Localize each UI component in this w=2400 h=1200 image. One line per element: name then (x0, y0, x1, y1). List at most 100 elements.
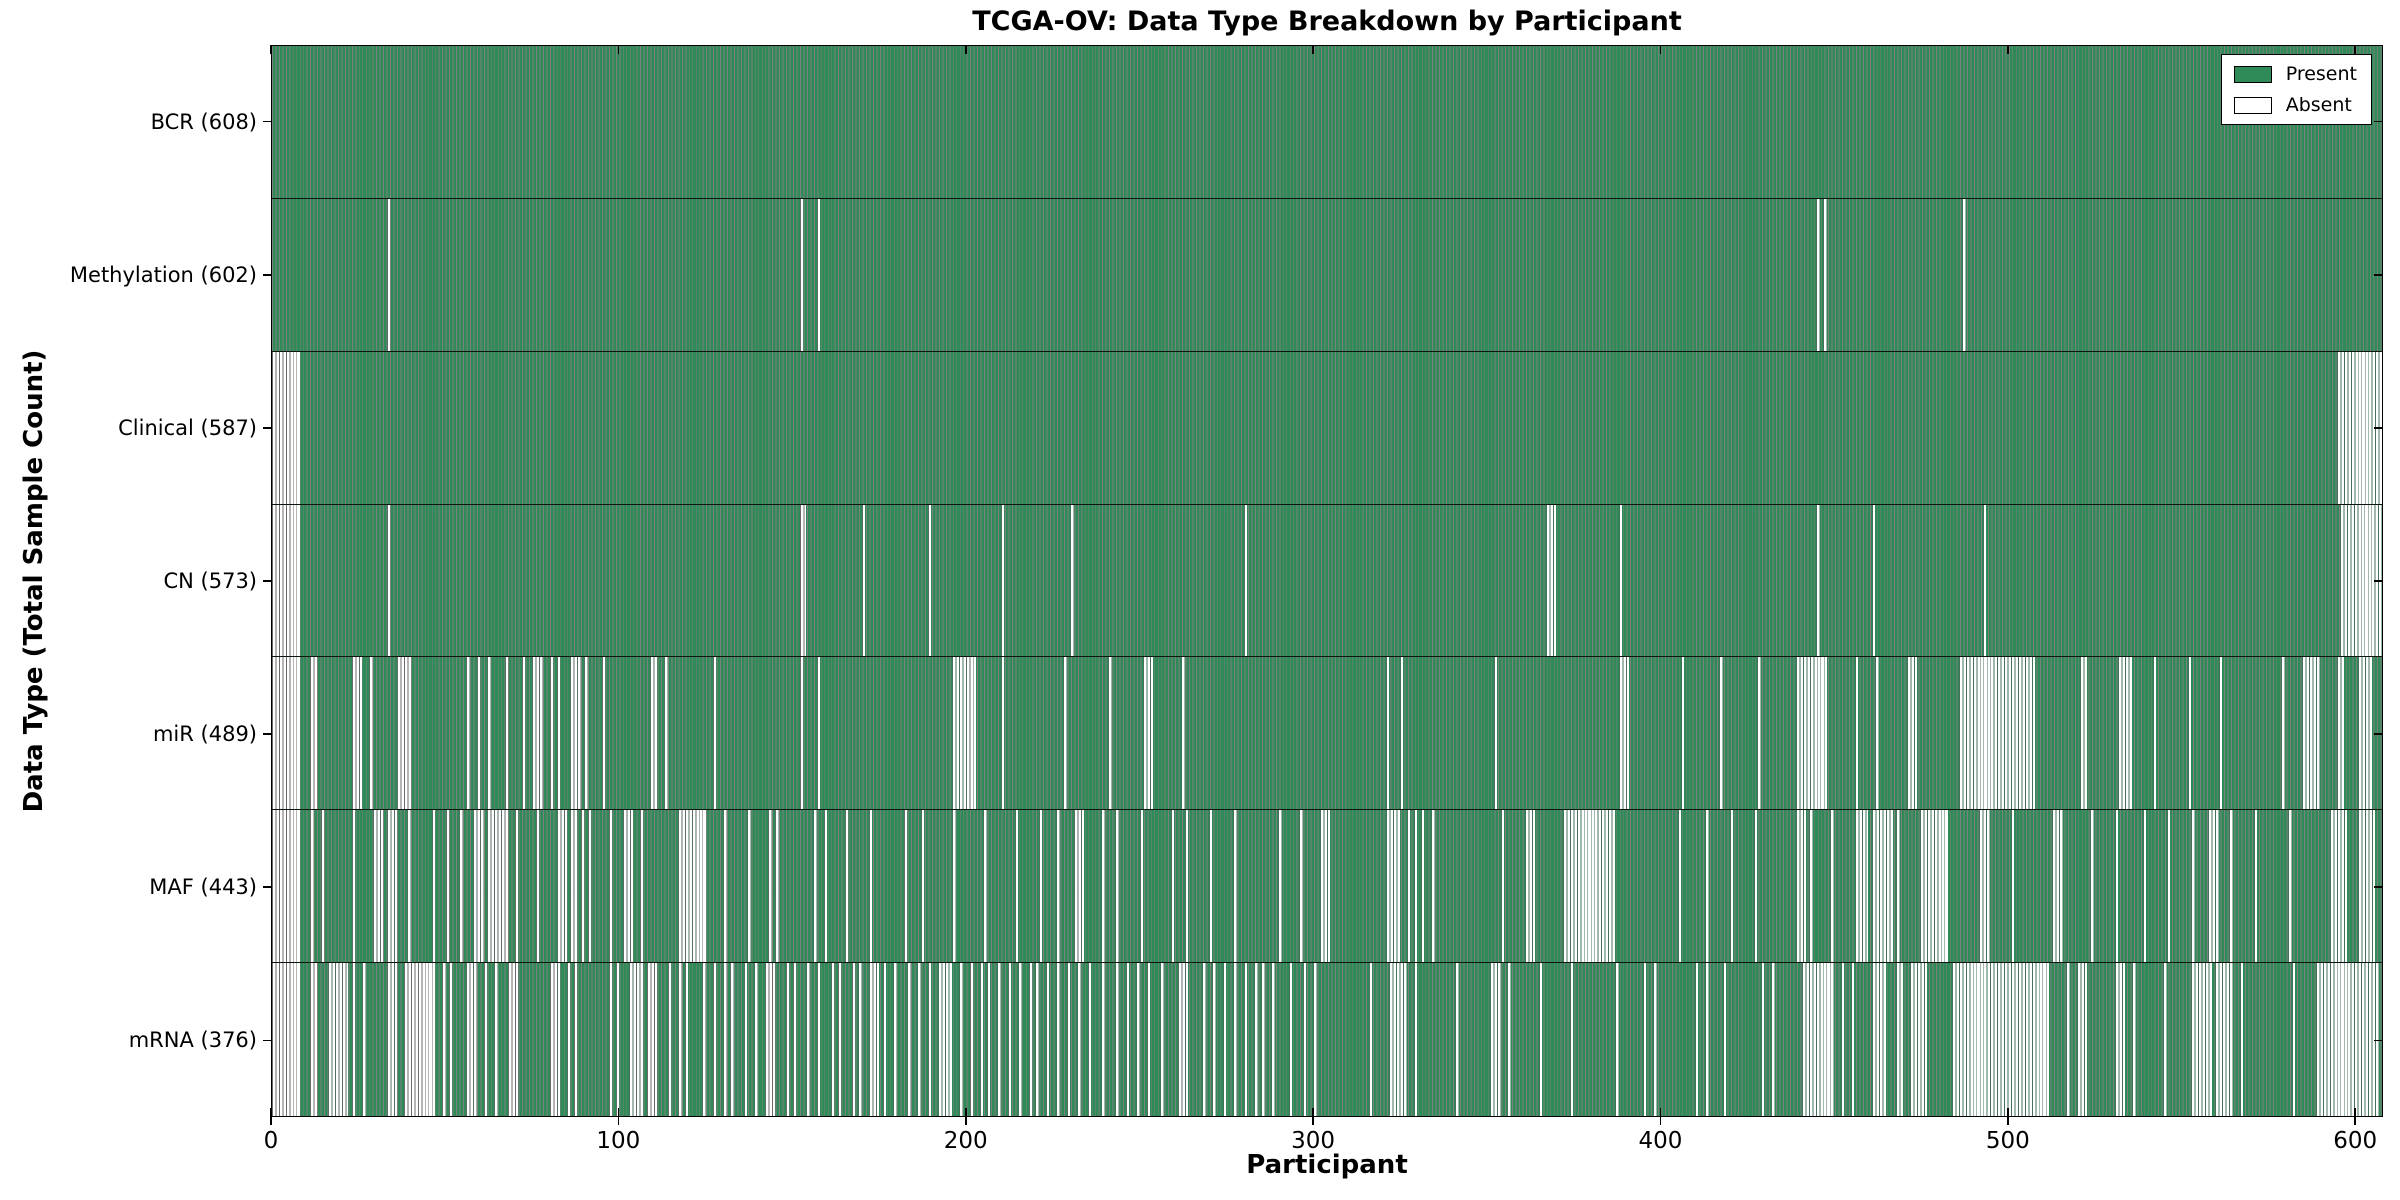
absent-block (785, 963, 790, 1116)
x-tick-label: 200 (943, 1128, 988, 1154)
absent-block (442, 963, 446, 1116)
absent-block (868, 963, 880, 1116)
y-tick-label-Clinical: Clinical (587) (118, 415, 257, 440)
absent-block (983, 810, 987, 963)
absent-block (1729, 810, 1734, 963)
absent-block (1871, 963, 1886, 1116)
absent-block (1982, 504, 1987, 657)
absent-block (2152, 657, 2157, 810)
absent-block (1014, 810, 1019, 963)
absent-block (1951, 963, 2049, 1116)
absent-block (1618, 657, 1629, 810)
absent-block (1299, 810, 1303, 963)
absent-block (1920, 810, 1949, 963)
absent-block (1816, 504, 1820, 657)
absent-block (1771, 963, 1775, 1116)
absent-block (570, 810, 578, 963)
absent-block (1254, 963, 1258, 1116)
absent-block (938, 963, 953, 1116)
absent-block (2215, 963, 2233, 1116)
absent-block (310, 963, 318, 1116)
absent-block (1896, 810, 1900, 963)
absent-block (1070, 504, 1074, 657)
absent-block (1385, 810, 1400, 963)
absent-block (927, 963, 932, 1116)
absent-block (702, 963, 706, 1116)
absent-block (1642, 963, 1647, 1116)
absent-block (1087, 963, 1091, 1116)
absent-block (1233, 810, 1237, 963)
x-tick-label: 500 (1985, 1128, 2030, 1154)
absent-block (386, 963, 397, 1116)
absent-block (678, 810, 706, 963)
absent-block (1278, 810, 1282, 963)
absent-block (1840, 963, 1845, 1116)
absent-block (969, 963, 974, 1116)
absent-block (664, 657, 668, 810)
absent-block (754, 963, 758, 1116)
absent-block (1028, 963, 1032, 1116)
absent-block (556, 657, 561, 810)
absent-block (667, 963, 672, 1116)
absent-block (893, 963, 897, 1116)
row-band-BCR (272, 46, 2382, 199)
absent-block (1413, 810, 1418, 963)
absent-block (466, 657, 470, 810)
absent-block (351, 657, 363, 810)
x-tick-top (2007, 45, 2009, 54)
absent-block (851, 963, 856, 1116)
absent-block (2291, 963, 2296, 1116)
absent-block (1271, 963, 1275, 1116)
x-tick-label: 600 (2333, 1128, 2378, 1154)
absent-block (2329, 810, 2348, 963)
absent-block (959, 963, 963, 1116)
absent-block (712, 657, 717, 810)
x-tick-label: 0 (263, 1128, 279, 1154)
absent-block (730, 963, 734, 1116)
absent-block (1018, 963, 1022, 1116)
absent-block (1871, 810, 1893, 963)
row-band-miR (272, 657, 2382, 811)
absent-block (952, 657, 977, 810)
y-tick-right (2374, 1039, 2382, 1042)
absent-block (1066, 963, 1071, 1116)
absent-block (1455, 963, 1459, 1116)
absent-block (1979, 810, 1990, 963)
absent-block (678, 963, 682, 1116)
absent-block (584, 657, 588, 810)
absent-block (792, 963, 797, 1116)
absent-block (1056, 963, 1060, 1116)
absent-block (2218, 657, 2223, 810)
absent-block (1493, 657, 1498, 810)
absent-block (830, 963, 835, 1116)
y-tick-label-BCR: BCR (608) (150, 109, 257, 134)
row-band-Methylation (272, 198, 2382, 352)
absent-block (1500, 810, 1504, 963)
row-band-mRNA (272, 963, 2382, 1116)
absent-block (310, 657, 318, 810)
x-tick-label: 400 (1638, 1128, 1683, 1154)
absent-block (504, 657, 508, 810)
absent-block (1045, 963, 1050, 1116)
absent-block (351, 810, 356, 963)
absent-block (445, 810, 449, 963)
absent-block (723, 963, 727, 1116)
absent-block (2229, 810, 2233, 963)
absent-block (1101, 963, 1105, 1116)
absent-block (2163, 963, 2167, 1116)
absent-block (743, 963, 748, 1116)
y-tick-right (2374, 580, 2382, 582)
absent-block (386, 198, 390, 351)
absent-block (466, 963, 477, 1116)
absent-block (1243, 963, 1248, 1116)
absent-block (1313, 963, 1317, 1116)
y-tick-left (263, 120, 271, 123)
y-tick-label-mRNA: mRNA (376) (128, 1028, 257, 1053)
absent-block (1406, 810, 1411, 963)
absent-block (2114, 810, 2119, 963)
absent-block (473, 810, 484, 963)
absent-block (573, 963, 578, 1116)
x-tick-bottom (617, 1108, 620, 1125)
absent-block (816, 657, 821, 810)
